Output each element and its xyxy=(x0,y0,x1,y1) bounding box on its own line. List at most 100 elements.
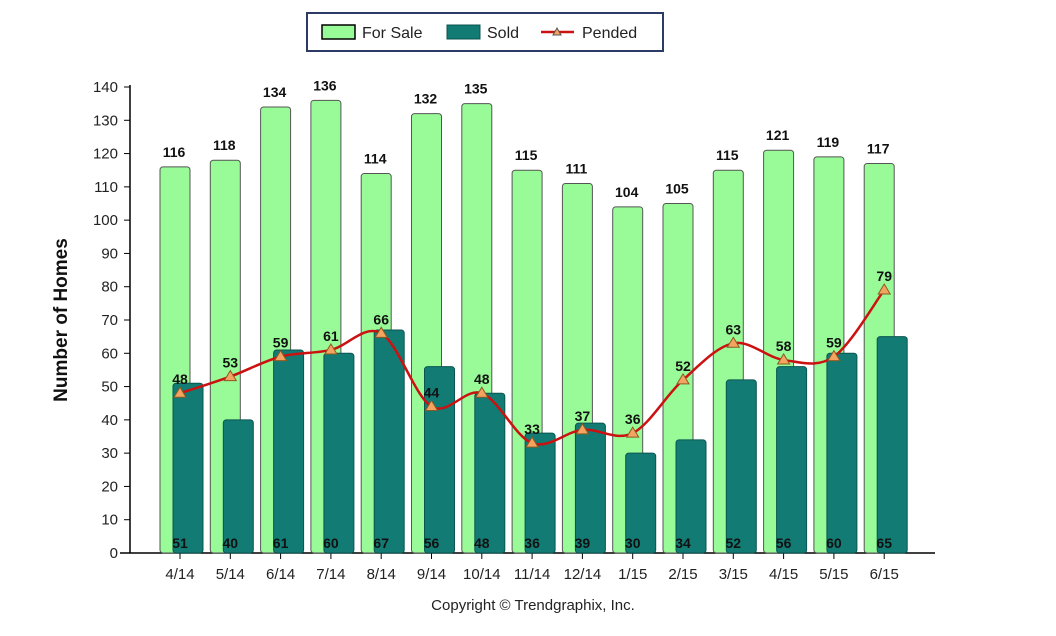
y-tick-label: 30 xyxy=(101,445,118,462)
label-for-sale: 114 xyxy=(364,151,387,167)
y-tick-label: 130 xyxy=(93,112,118,129)
y-tick-label: 0 xyxy=(110,545,118,562)
label-for-sale: 132 xyxy=(414,91,438,107)
label-sold: 61 xyxy=(273,535,289,551)
marker-pended xyxy=(273,349,288,362)
legend-marker-pended xyxy=(552,26,562,36)
marker-pended xyxy=(676,372,690,385)
label-pended: 36 xyxy=(625,411,641,427)
y-tick-label: 50 xyxy=(101,379,118,396)
label-pended: 37 xyxy=(575,408,591,424)
bar-sold xyxy=(424,366,455,554)
marker-pended xyxy=(374,326,389,338)
legend-swatch-sold xyxy=(446,24,481,40)
label-for-sale: 115 xyxy=(515,147,538,163)
bar-sold xyxy=(474,392,506,554)
marker-pended xyxy=(424,399,439,412)
x-tick-label: 6/14 xyxy=(266,566,295,583)
label-pended: 59 xyxy=(273,335,289,351)
y-axis-title: Number of Homes xyxy=(51,238,72,402)
label-pended: 48 xyxy=(474,371,490,387)
y-tick-label: 20 xyxy=(101,478,118,495)
label-for-sale: 116 xyxy=(163,144,186,160)
y-tick-label: 100 xyxy=(93,212,118,229)
label-pended: 48 xyxy=(172,371,188,387)
legend xyxy=(306,12,664,52)
y-tick-label: 90 xyxy=(101,245,118,262)
y-tick-label: 70 xyxy=(101,312,118,329)
marker-pended xyxy=(474,386,489,398)
x-tick-label: 12/14 xyxy=(564,566,602,583)
label-sold: 51 xyxy=(172,535,188,551)
bar-sold xyxy=(524,432,556,554)
marker-pended xyxy=(827,349,841,362)
label-sold: 56 xyxy=(424,535,440,551)
bar-sold xyxy=(826,352,858,554)
label-pended: 53 xyxy=(223,355,239,371)
y-tick-label: 140 xyxy=(93,79,118,96)
x-tick-label: 7/14 xyxy=(316,566,345,583)
label-sold: 60 xyxy=(323,535,339,551)
legend-label-for-sale: For Sale xyxy=(362,25,423,42)
y-tick-label: 40 xyxy=(101,412,118,429)
label-for-sale: 115 xyxy=(716,147,739,163)
y-tick-label: 60 xyxy=(101,345,118,362)
bar-sold xyxy=(776,366,808,554)
label-sold: 67 xyxy=(373,535,389,551)
marker-pended xyxy=(877,283,892,295)
legend-label-sold: Sold xyxy=(487,25,519,42)
x-tick-label: 1/15 xyxy=(618,566,647,583)
label-pended: 63 xyxy=(726,321,742,337)
x-tick-label: 5/15 xyxy=(819,566,848,583)
y-tick-label: 120 xyxy=(93,146,118,163)
bar-sold xyxy=(625,452,657,554)
y-tick-label: 110 xyxy=(94,179,118,196)
bar-sold xyxy=(222,419,254,554)
label-sold: 48 xyxy=(474,535,490,551)
label-for-sale: 104 xyxy=(615,184,639,200)
label-pended: 52 xyxy=(675,358,691,374)
label-for-sale: 111 xyxy=(565,161,587,177)
x-tick-label: 6/15 xyxy=(870,566,899,583)
label-for-sale: 118 xyxy=(213,137,236,153)
label-sold: 39 xyxy=(575,535,591,551)
bar-sold xyxy=(273,349,305,554)
label-pended: 61 xyxy=(323,328,339,344)
legend-label-pended: Pended xyxy=(582,25,637,42)
x-tick-label: 11/14 xyxy=(514,566,550,583)
marker-pended xyxy=(173,386,187,398)
marker-pended xyxy=(324,342,338,355)
y-tick-label: 10 xyxy=(101,512,118,529)
label-for-sale: 117 xyxy=(867,141,890,157)
label-pended: 44 xyxy=(424,385,440,401)
label-for-sale: 121 xyxy=(766,127,790,143)
bar-sold xyxy=(725,379,757,554)
marker-pended xyxy=(726,336,741,348)
y-tick-label: 80 xyxy=(101,279,118,296)
x-tick-label: 2/15 xyxy=(668,566,697,583)
x-tick-label: 3/15 xyxy=(719,566,748,583)
label-pended: 79 xyxy=(876,268,892,284)
x-tick-label: 4/14 xyxy=(165,566,194,583)
x-tick-label: 10/14 xyxy=(463,566,501,583)
label-pended: 58 xyxy=(776,338,792,354)
label-sold: 34 xyxy=(675,535,691,551)
copyright: Copyright © Trendgraphix, Inc. xyxy=(431,597,635,614)
bar-sold xyxy=(373,329,405,554)
legend-swatch-for-sale xyxy=(321,24,356,40)
bar-sold xyxy=(574,422,606,554)
label-sold: 40 xyxy=(223,535,239,551)
bar-sold xyxy=(876,336,908,554)
x-tick-label: 5/14 xyxy=(216,566,245,583)
marker-pended xyxy=(776,352,791,365)
label-sold: 36 xyxy=(524,535,540,551)
x-tick-label: 4/15 xyxy=(769,566,798,583)
bar-sold xyxy=(172,382,204,554)
label-for-sale: 119 xyxy=(817,134,840,150)
bar-sold xyxy=(675,439,707,554)
x-tick-label: 9/14 xyxy=(417,566,446,583)
label-sold: 30 xyxy=(625,535,641,551)
label-sold: 60 xyxy=(826,535,842,551)
label-pended: 33 xyxy=(524,421,540,437)
